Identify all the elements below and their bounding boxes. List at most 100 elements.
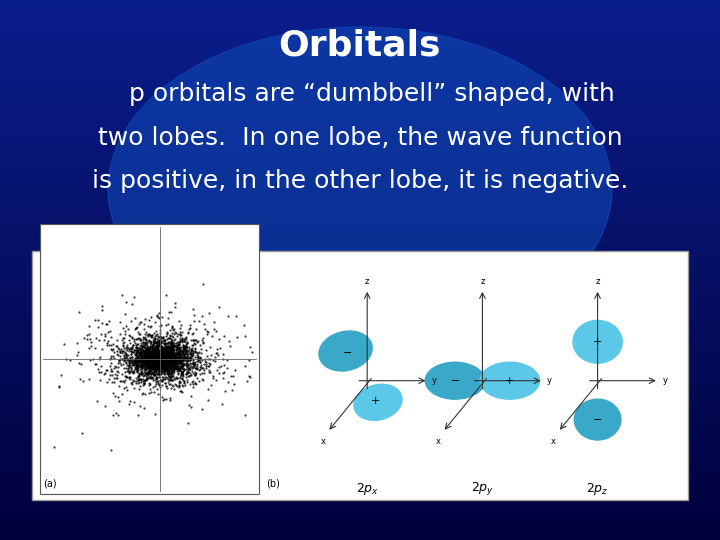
Point bbox=[132, 372, 143, 380]
Ellipse shape bbox=[426, 362, 485, 399]
Point bbox=[156, 345, 168, 354]
Point bbox=[156, 350, 168, 359]
Point bbox=[166, 350, 177, 359]
Point bbox=[152, 354, 163, 362]
Point bbox=[187, 362, 199, 371]
Point bbox=[153, 346, 164, 355]
Point bbox=[147, 363, 158, 372]
Point bbox=[156, 347, 168, 355]
Point bbox=[163, 346, 175, 355]
Point bbox=[152, 359, 163, 367]
Point bbox=[182, 361, 194, 369]
Point bbox=[172, 364, 184, 373]
Point bbox=[150, 355, 161, 363]
Point bbox=[169, 359, 181, 368]
Point bbox=[163, 352, 174, 360]
Point bbox=[126, 300, 138, 308]
Point bbox=[160, 353, 171, 362]
Point bbox=[167, 350, 179, 359]
Point bbox=[159, 354, 171, 363]
Point bbox=[165, 341, 176, 349]
Point bbox=[161, 345, 172, 354]
Point bbox=[116, 361, 127, 369]
Point bbox=[155, 347, 166, 355]
Point bbox=[123, 357, 135, 366]
Bar bbox=[0, 154, 720, 157]
Bar bbox=[0, 248, 720, 251]
Point bbox=[151, 374, 163, 383]
Point bbox=[155, 355, 166, 363]
Point bbox=[168, 335, 180, 344]
Point bbox=[160, 353, 171, 361]
Point bbox=[144, 352, 156, 361]
Point bbox=[160, 364, 171, 373]
Bar bbox=[0, 454, 720, 456]
Point bbox=[152, 352, 163, 360]
Point bbox=[160, 354, 171, 363]
Point bbox=[194, 376, 205, 385]
Point bbox=[178, 348, 189, 357]
Point bbox=[131, 359, 143, 367]
Point bbox=[154, 355, 166, 364]
Point bbox=[155, 355, 166, 364]
Bar bbox=[0, 224, 720, 227]
Point bbox=[154, 355, 166, 363]
Point bbox=[133, 375, 145, 383]
Point bbox=[152, 313, 163, 322]
Point bbox=[145, 353, 157, 361]
Point bbox=[184, 372, 195, 381]
Point bbox=[194, 341, 206, 349]
Point bbox=[144, 354, 156, 362]
Point bbox=[140, 350, 151, 359]
Point bbox=[153, 357, 164, 366]
Bar bbox=[0, 197, 720, 200]
Point bbox=[168, 353, 180, 361]
Point bbox=[153, 333, 164, 342]
Point bbox=[176, 351, 187, 360]
Point bbox=[95, 329, 107, 338]
Point bbox=[167, 326, 179, 334]
Point bbox=[151, 354, 163, 362]
Point bbox=[144, 342, 156, 351]
Point bbox=[142, 357, 153, 366]
Point bbox=[168, 354, 180, 362]
Point bbox=[153, 361, 164, 369]
Point bbox=[166, 348, 178, 356]
Point bbox=[161, 359, 172, 368]
Point bbox=[163, 380, 175, 388]
Point bbox=[130, 350, 141, 359]
Point bbox=[162, 378, 174, 387]
Point bbox=[158, 355, 170, 363]
Point bbox=[156, 360, 167, 369]
Bar bbox=[0, 103, 720, 105]
Point bbox=[150, 381, 161, 390]
Point bbox=[197, 335, 208, 344]
Bar bbox=[0, 173, 720, 176]
Point bbox=[150, 353, 161, 362]
Point bbox=[135, 352, 147, 360]
Point bbox=[153, 363, 164, 372]
Point bbox=[150, 356, 162, 365]
Point bbox=[150, 356, 162, 364]
Point bbox=[140, 360, 151, 369]
Point bbox=[155, 355, 166, 363]
Point bbox=[149, 359, 161, 367]
Point bbox=[167, 343, 179, 352]
Point bbox=[181, 368, 192, 376]
Point bbox=[150, 353, 161, 362]
Point bbox=[161, 353, 172, 362]
Point bbox=[158, 356, 169, 365]
Point bbox=[137, 347, 148, 356]
Point bbox=[148, 357, 159, 366]
Point bbox=[163, 356, 175, 364]
Point bbox=[154, 355, 166, 363]
Point bbox=[166, 343, 177, 352]
Point bbox=[161, 366, 173, 374]
Point bbox=[148, 350, 159, 359]
Point bbox=[153, 355, 165, 363]
Point bbox=[155, 342, 166, 350]
Point bbox=[142, 347, 153, 355]
Point bbox=[145, 353, 156, 361]
Bar bbox=[0, 68, 720, 70]
Point bbox=[151, 354, 163, 363]
